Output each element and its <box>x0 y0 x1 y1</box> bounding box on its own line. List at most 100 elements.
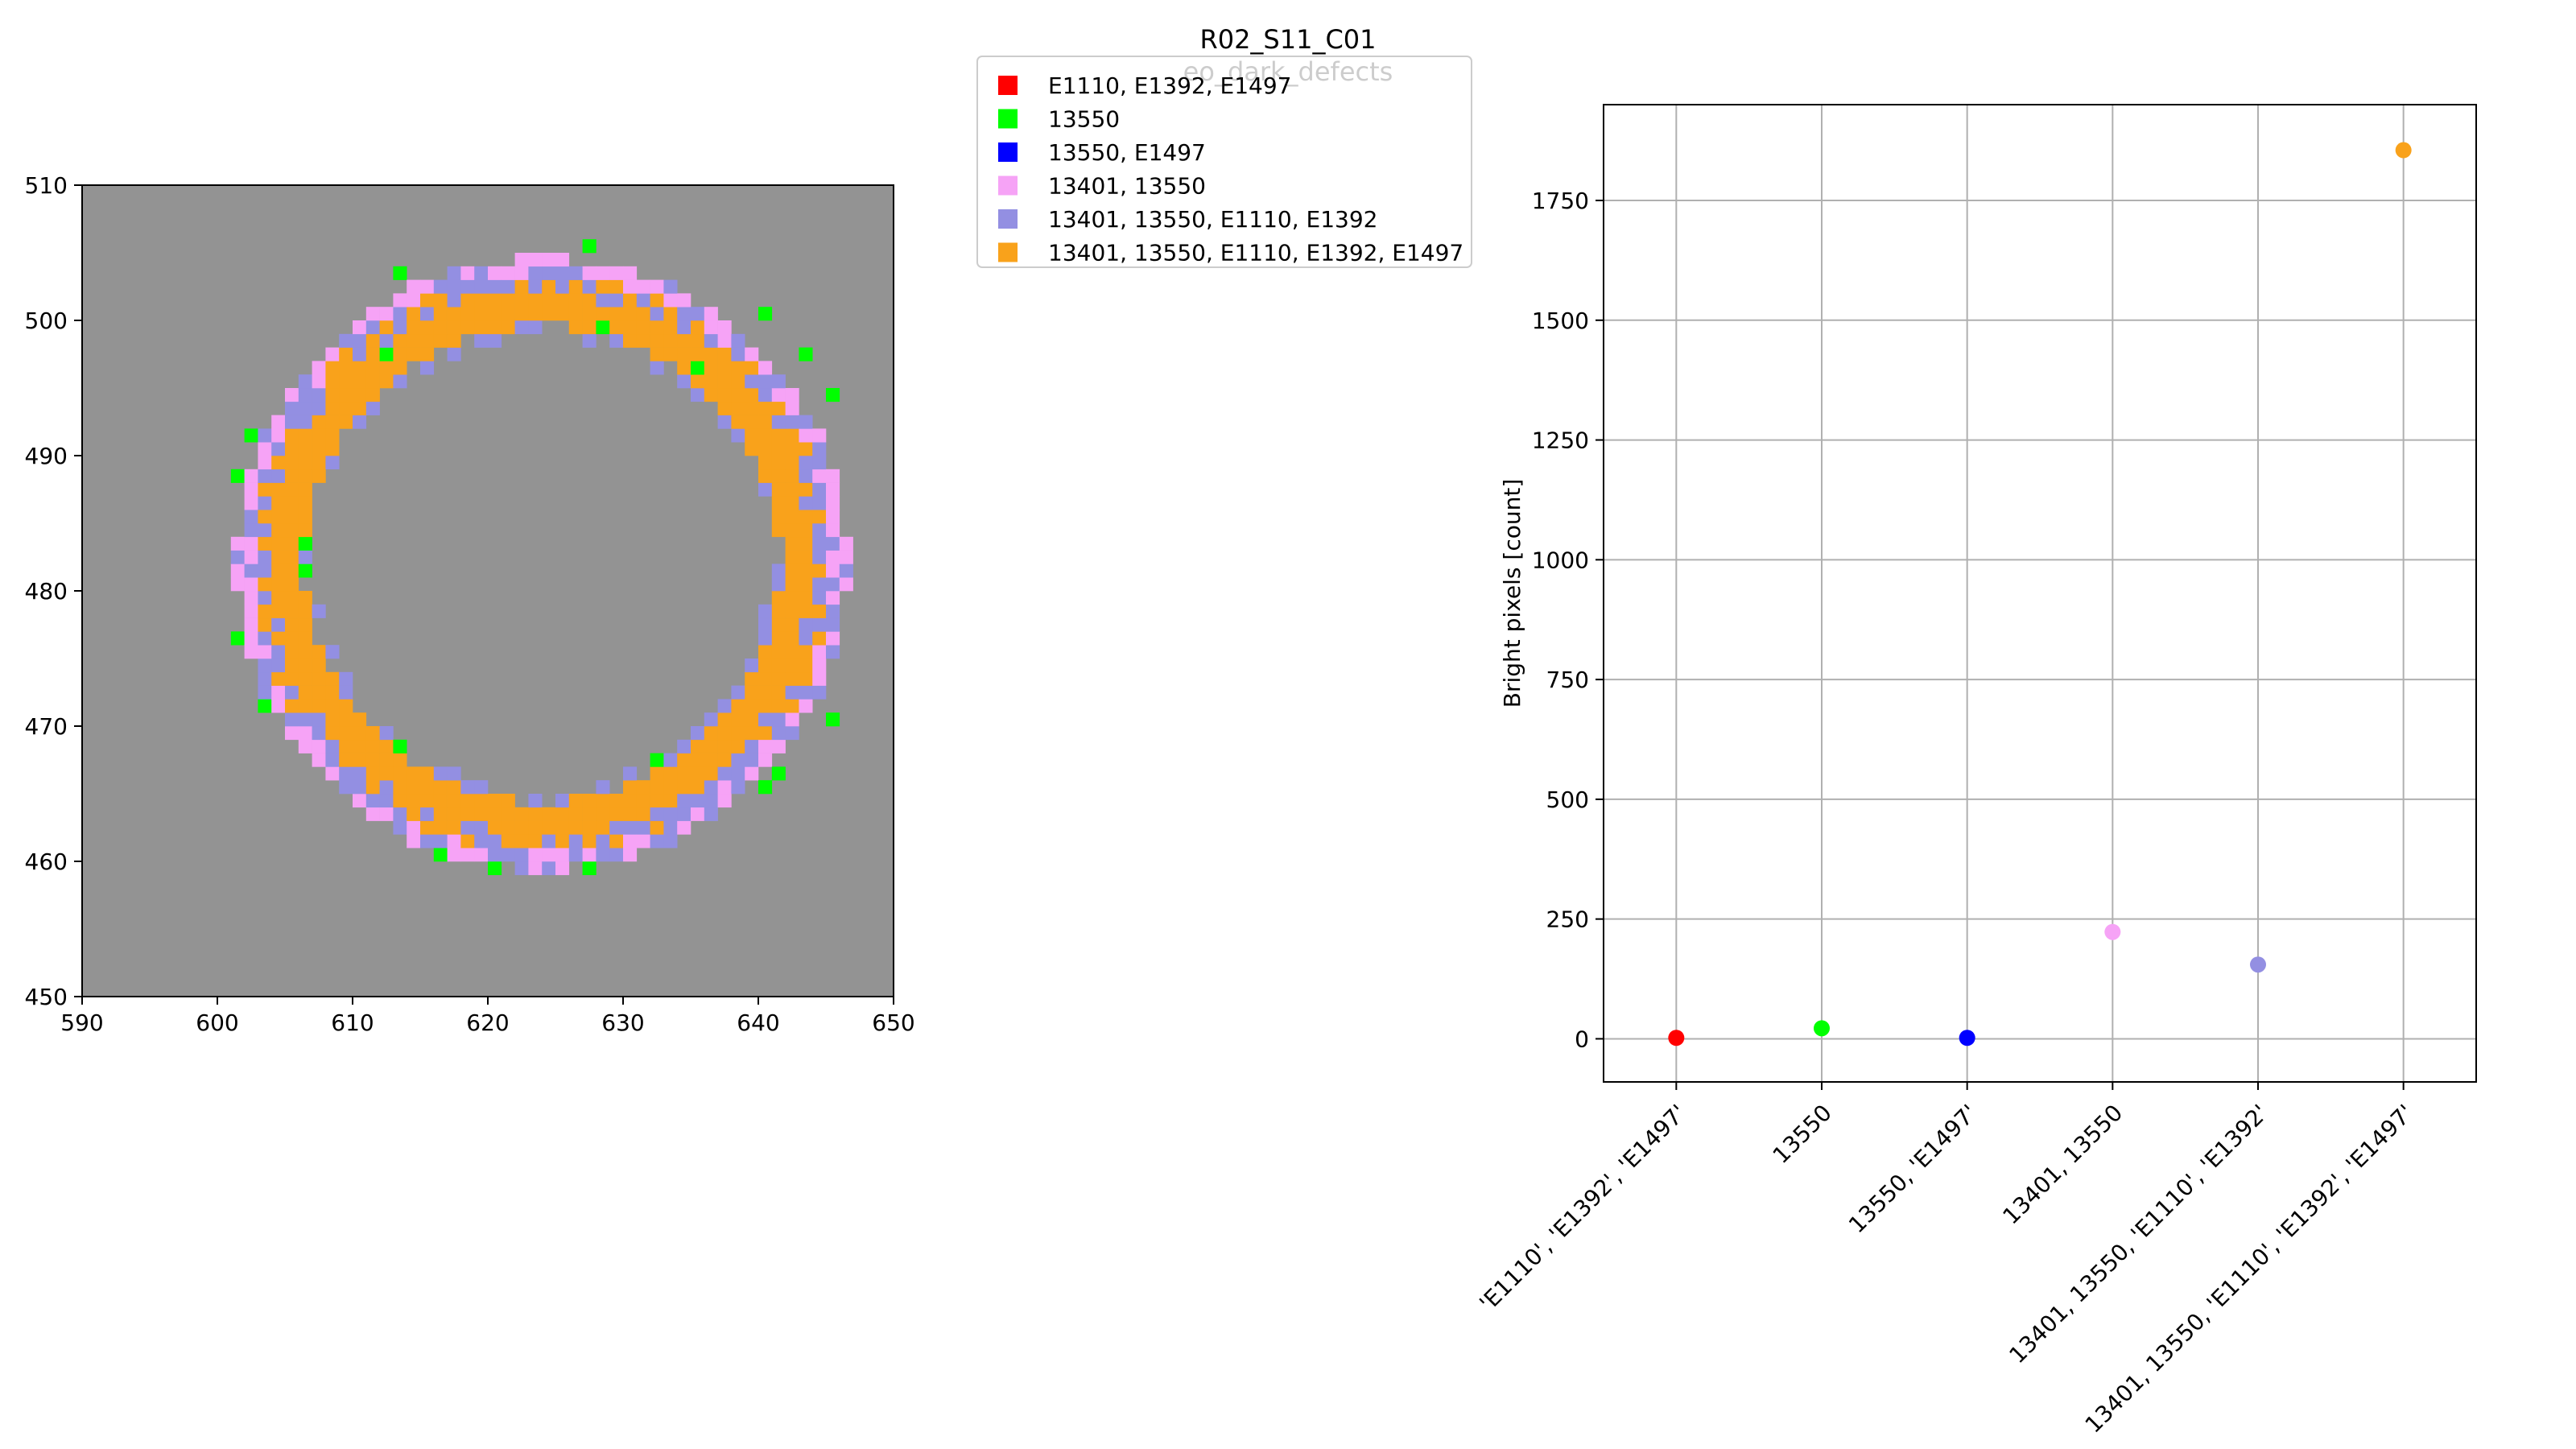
defect-pixel <box>258 699 272 713</box>
data-point <box>2104 923 2121 940</box>
defect-pixel <box>663 780 678 795</box>
defect-pixel <box>258 617 272 632</box>
defect-pixel <box>812 469 827 483</box>
defect-pixel <box>312 415 326 429</box>
defect-pixel <box>826 550 840 564</box>
defect-pixel <box>365 347 380 361</box>
defect-pixel <box>298 645 312 659</box>
defect-pixel <box>785 712 799 727</box>
defect-pixel <box>258 550 272 564</box>
defect-pixel <box>285 469 299 483</box>
x-tick-label: 'E1110', 'E1392', 'E1497' <box>1474 1100 1691 1317</box>
defect-pixel <box>568 307 583 321</box>
defect-pixel <box>771 415 786 429</box>
defect-pixel <box>691 347 705 361</box>
defect-pixel <box>298 374 312 389</box>
defect-pixel <box>785 388 799 402</box>
defect-map-panel: 590 600 610 620 630 640 650 450 460 470 480 490 500… <box>25 172 915 1036</box>
defect-pixel <box>258 671 272 686</box>
defect-pixel <box>717 766 732 781</box>
defect-pixel <box>623 807 638 821</box>
defect-pixel <box>365 388 380 402</box>
defect-pixel <box>474 780 489 795</box>
defect-pixel <box>691 794 705 808</box>
defect-pixel <box>785 510 799 524</box>
legend-swatch <box>998 175 1018 196</box>
defect-pixel <box>528 820 543 835</box>
defect-pixel <box>758 442 773 456</box>
defect-pixel <box>785 685 799 700</box>
defect-pixel <box>488 807 502 821</box>
defect-pixel <box>812 550 827 564</box>
defect-pixel <box>785 631 799 646</box>
defect-pixel <box>244 564 258 578</box>
defect-pixel <box>731 726 745 741</box>
defect-pixel <box>677 361 691 375</box>
defect-pixel <box>650 333 664 348</box>
defect-pixel <box>623 307 638 321</box>
defect-pixel <box>258 645 272 659</box>
defect-pixel <box>501 293 515 308</box>
defect-pixel <box>745 685 759 700</box>
data-point <box>1668 1030 1685 1046</box>
defect-pixel <box>312 604 326 618</box>
defect-pixel <box>298 415 312 429</box>
defect-pixel <box>582 307 597 321</box>
defect-pixel <box>353 726 367 741</box>
defect-pixel <box>731 333 745 348</box>
defect-pixel <box>474 807 489 821</box>
defect-pixel <box>826 645 840 659</box>
defect-pixel <box>365 320 380 335</box>
legend: E1110, E1392, E1497 13550 13550, E1497 1340… <box>976 56 1472 268</box>
defect-pixel <box>339 726 353 741</box>
defect-pixel <box>771 658 786 673</box>
defect-pixel <box>731 753 745 767</box>
defect-map-cells <box>230 239 853 876</box>
defect-pixel <box>298 401 312 415</box>
defect-pixel <box>839 536 853 551</box>
defect-pixel <box>285 401 299 415</box>
defect-pixel <box>826 631 840 646</box>
defect-pixel <box>582 848 597 862</box>
x-tick-label: 13401, 13550, 'E1110', 'E1392', 'E1497' <box>2080 1100 2419 1439</box>
defect-pixel <box>663 794 678 808</box>
defect-pixel <box>650 766 664 781</box>
defect-pixel <box>596 794 610 808</box>
defect-pixel <box>568 320 583 335</box>
defect-pixel <box>609 266 624 280</box>
defect-pixel <box>650 794 664 808</box>
defect-pixel <box>704 712 718 727</box>
defect-pixel <box>677 766 691 781</box>
defect-pixel <box>596 820 610 835</box>
defect-pixel <box>826 523 840 538</box>
defect-pixel <box>799 577 813 592</box>
defect-pixel <box>379 739 394 753</box>
defect-pixel <box>312 739 326 753</box>
defect-pixel <box>271 496 286 510</box>
defect-pixel <box>460 834 475 848</box>
defect-pixel <box>447 807 461 821</box>
defect-pixel <box>812 510 827 524</box>
defect-pixel <box>691 807 705 821</box>
defect-pixel <box>298 671 312 686</box>
defect-pixel <box>758 388 773 402</box>
defect-pixel <box>325 456 340 470</box>
defect-pixel <box>258 685 272 700</box>
x-tick-label: 620 <box>466 1009 509 1036</box>
defect-pixel <box>271 523 286 538</box>
defect-pixel <box>230 550 245 564</box>
y-tick-label: 250 <box>1546 906 1589 933</box>
defect-pixel <box>271 456 286 470</box>
defect-pixel <box>717 739 732 753</box>
defect-pixel <box>528 293 543 308</box>
defect-pixel <box>717 699 732 713</box>
defect-pixel <box>623 820 638 835</box>
defect-pixel <box>393 794 407 808</box>
defect-pixel <box>704 739 718 753</box>
defect-pixel <box>312 712 326 727</box>
defect-pixel <box>339 415 353 429</box>
defect-pixel <box>488 861 502 876</box>
defect-pixel <box>717 712 732 727</box>
defect-pixel <box>339 712 353 727</box>
defect-pixel <box>339 780 353 795</box>
